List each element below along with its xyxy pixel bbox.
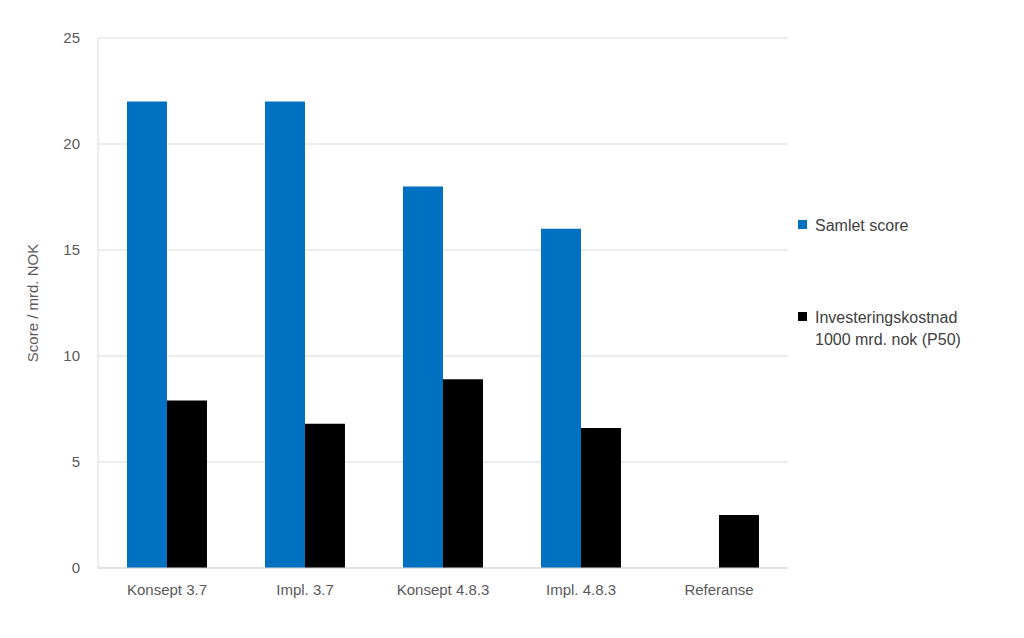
svg-text:Impl. 4.8.3: Impl. 4.8.3 xyxy=(546,581,616,598)
svg-text:Referanse: Referanse xyxy=(684,581,753,598)
html-text:Investeringskostnad 1000 mrd.: Investeringskostnad 1000 mrd. nok (P50) xyxy=(815,309,961,348)
svg-text:5: 5 xyxy=(72,453,80,470)
svg-text:20: 20 xyxy=(63,135,80,152)
svg-text:Score / mrd. NOK: Score / mrd. NOK xyxy=(24,244,41,362)
svg-text:Konsept 3.7: Konsept 3.7 xyxy=(127,581,207,598)
svg-text:10: 10 xyxy=(63,347,80,364)
svg-text:0: 0 xyxy=(72,559,80,576)
svg-text:15: 15 xyxy=(63,241,80,258)
svg-text:25: 25 xyxy=(63,29,80,46)
html-text:Samlet score: Samlet score xyxy=(815,217,909,234)
svg-text:Konsept 4.8.3: Konsept 4.8.3 xyxy=(397,581,490,598)
svg-text:Impl. 3.7: Impl. 3.7 xyxy=(276,581,334,598)
